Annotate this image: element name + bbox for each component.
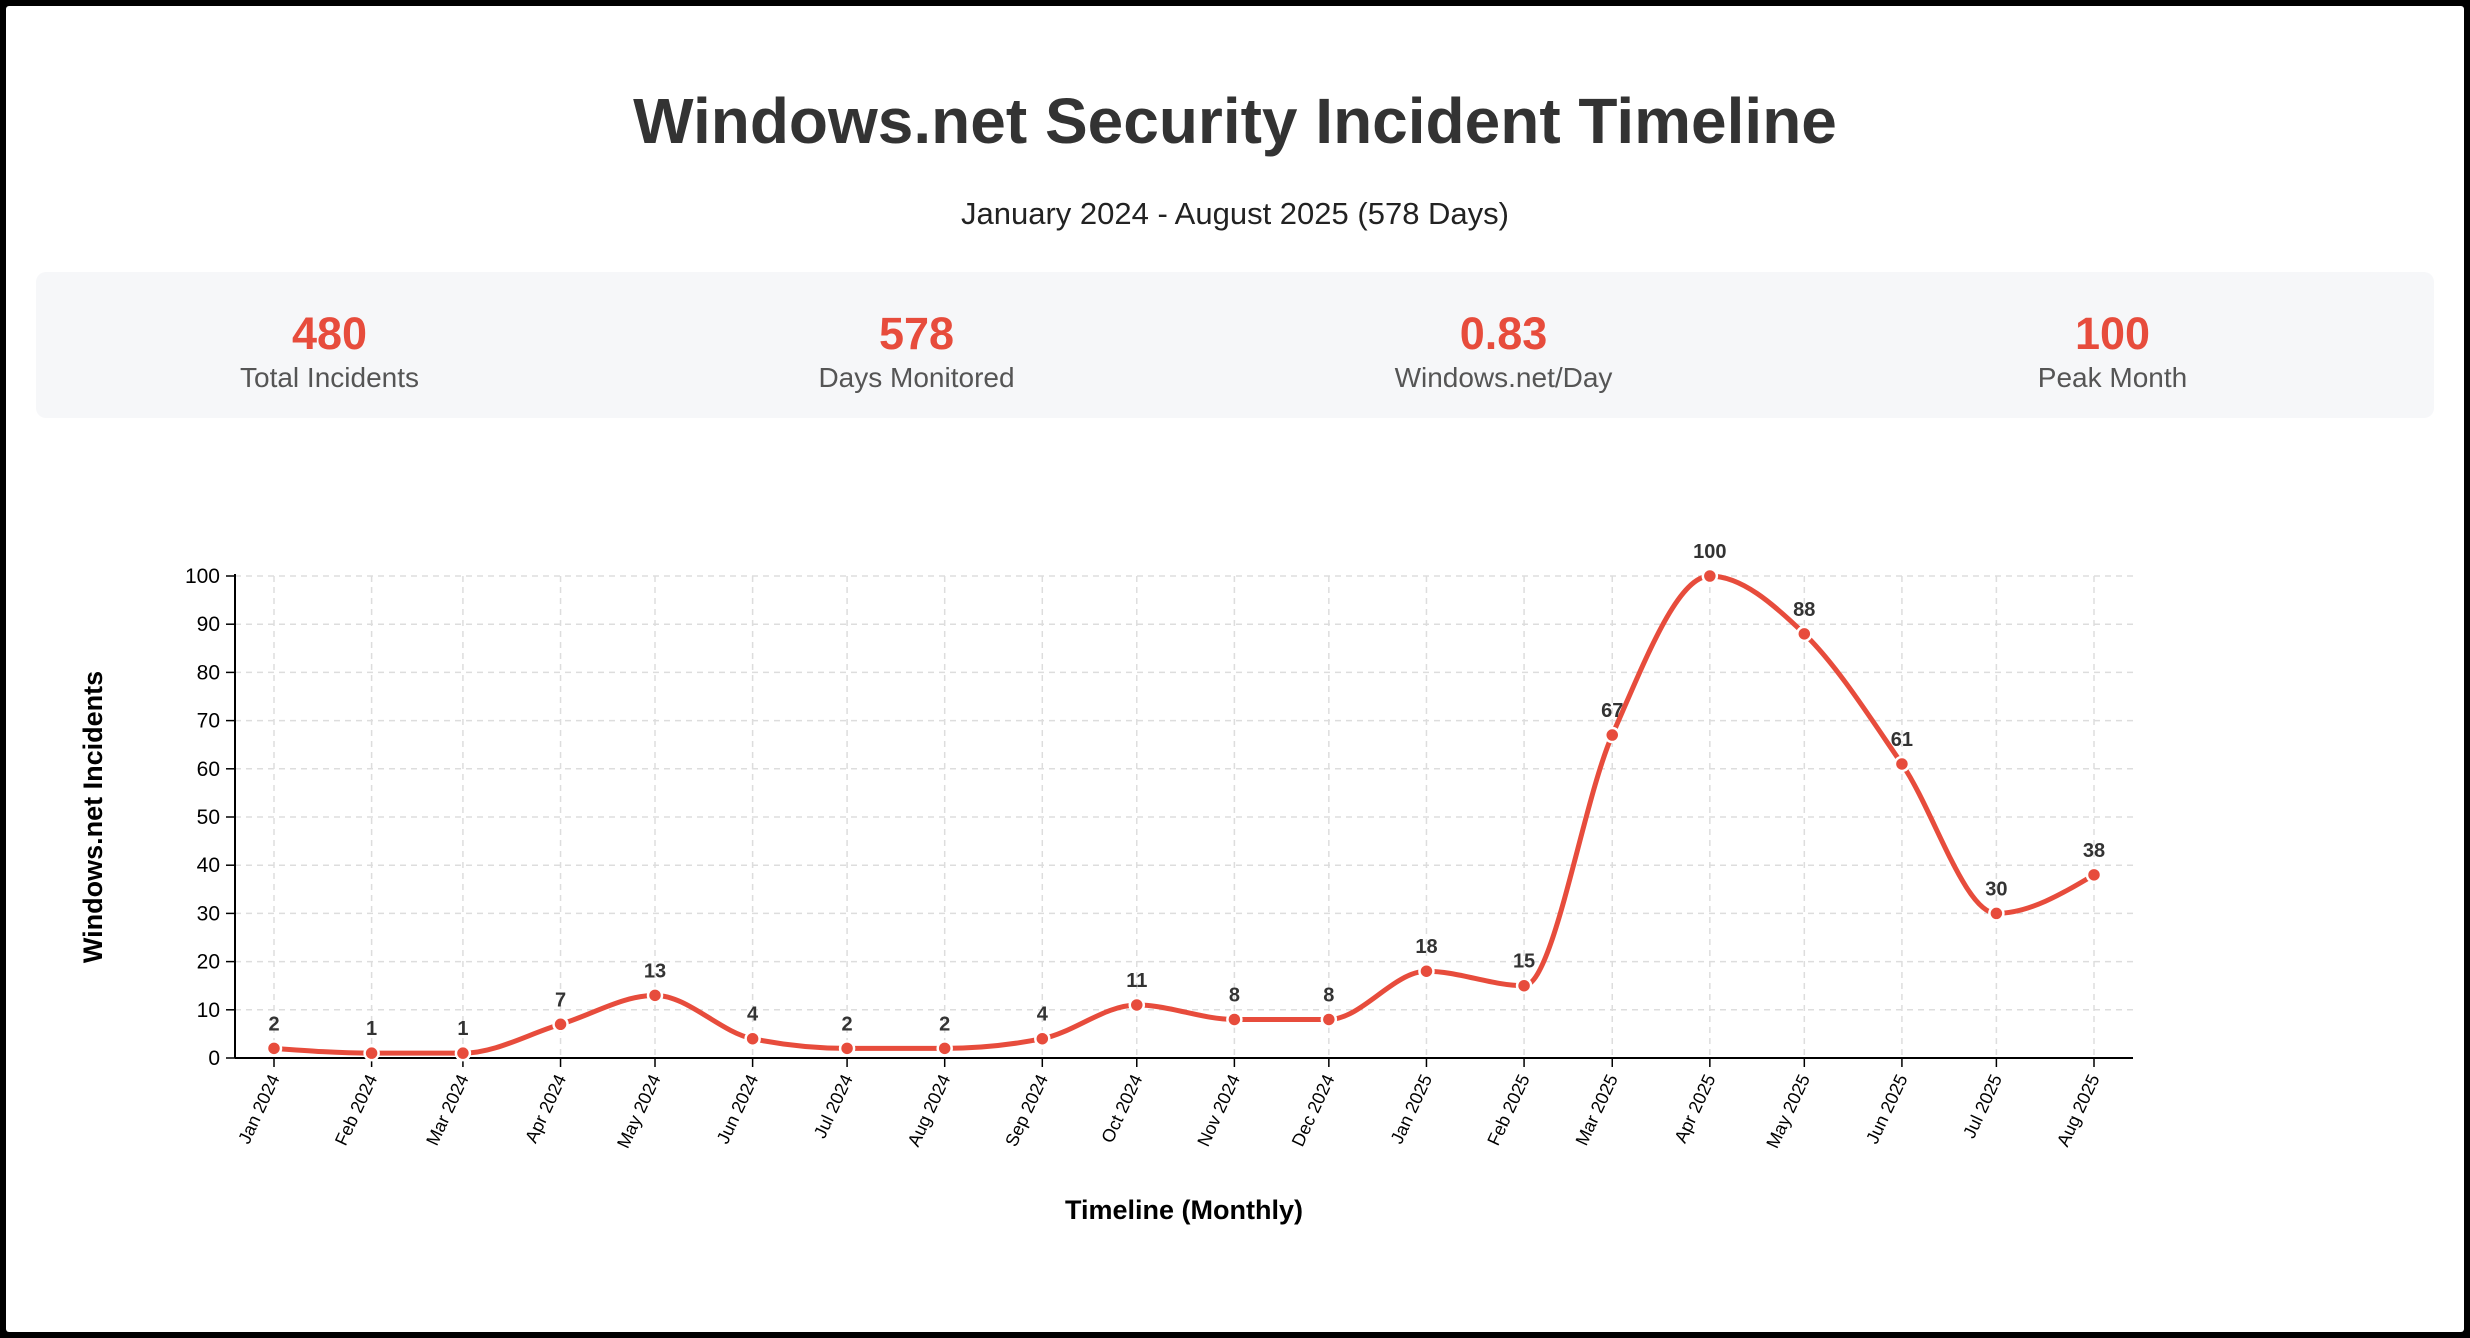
- stats-panel: 480 Total Incidents 578 Days Monitored 0…: [36, 272, 2434, 418]
- stat-value: 0.83: [1459, 308, 1548, 359]
- x-tick-label: May 2024: [613, 1071, 665, 1151]
- data-point[interactable]: [2085, 866, 2103, 884]
- y-tick-label: 70: [197, 710, 220, 733]
- data-label: 67: [1601, 700, 1623, 722]
- x-tick-label: Dec 2024: [1288, 1071, 1339, 1149]
- x-tick-label: Sep 2024: [1001, 1071, 1052, 1149]
- y-tick-label: 80: [197, 661, 220, 684]
- data-point[interactable]: [265, 1040, 283, 1057]
- page-subtitle: January 2024 - August 2025 (578 Days): [960, 196, 1509, 231]
- data-label: 2: [939, 1013, 950, 1035]
- stat-peak-month: 100 Peak Month: [1819, 272, 2406, 418]
- y-tick-label: 60: [197, 758, 220, 781]
- data-label: 13: [644, 960, 666, 982]
- stat-per-day: 0.83 Windows.net/Day: [1210, 272, 1797, 418]
- x-tick-label: Feb 2025: [1483, 1071, 1533, 1148]
- y-tick-label: 30: [197, 902, 220, 925]
- x-tick-label: Feb 2024: [331, 1071, 381, 1148]
- x-tick-label: Mar 2025: [1572, 1071, 1622, 1148]
- data-point[interactable]: [1701, 567, 1719, 585]
- data-point[interactable]: [552, 1016, 569, 1033]
- data-label: 7: [555, 989, 566, 1011]
- data-label: 2: [268, 1013, 279, 1035]
- stat-value: 100: [2074, 308, 2151, 359]
- x-axis-title: Timeline (Monthly): [1065, 1195, 1303, 1225]
- x-tick-label: Mar 2024: [422, 1071, 472, 1148]
- data-label: 1: [366, 1018, 377, 1040]
- x-tick-label: Jun 2025: [1862, 1071, 1911, 1147]
- stat-value: 578: [878, 308, 955, 359]
- stat-label: Windows.net/Day: [1394, 362, 1613, 393]
- y-tick-label: 100: [185, 565, 220, 588]
- data-label: 100: [1693, 541, 1726, 563]
- point-layer: [265, 567, 2103, 1062]
- data-label: 88: [1793, 599, 1815, 621]
- data-point[interactable]: [1893, 755, 1911, 773]
- data-point[interactable]: [1603, 726, 1621, 744]
- x-tick-label: May 2025: [1762, 1071, 1814, 1151]
- data-point[interactable]: [744, 1030, 761, 1047]
- x-tick-label: Jul 2024: [810, 1071, 857, 1141]
- data-point[interactable]: [1796, 625, 1813, 643]
- data-label: 15: [1513, 951, 1535, 973]
- data-label: 1: [457, 1018, 468, 1040]
- y-axis-title: Windows.net Incidents: [78, 671, 108, 963]
- x-tick-label: Jul 2025: [1959, 1071, 2006, 1141]
- data-point[interactable]: [363, 1044, 380, 1062]
- x-tick-label: Jan 2025: [1387, 1071, 1436, 1147]
- grid-layer: [235, 575, 2133, 1058]
- x-tick-label: Aug 2025: [2053, 1071, 2104, 1149]
- stat-label: Total Incidents: [240, 362, 419, 393]
- data-label: 8: [1229, 984, 1240, 1006]
- stat-days-monitored: 578 Days Monitored: [623, 272, 1210, 418]
- data-point[interactable]: [454, 1044, 472, 1062]
- x-tick-label: Jun 2024: [713, 1071, 762, 1147]
- data-point[interactable]: [838, 1040, 856, 1057]
- data-label: 61: [1891, 729, 1913, 751]
- data-point[interactable]: [1034, 1030, 1051, 1047]
- stat-value: 480: [291, 308, 368, 359]
- axis-layer: 0 10 20 30 40 50 60 70 80 90 100 Jan 2024 Feb 2024 Ma…: [185, 565, 2133, 1151]
- data-label: 30: [1985, 878, 2007, 900]
- data-point[interactable]: [936, 1040, 953, 1057]
- stat-label: Days Monitored: [818, 362, 1015, 393]
- data-label: 2: [842, 1013, 853, 1035]
- data-label: 4: [747, 1004, 759, 1026]
- y-tick-label: 0: [208, 1047, 220, 1070]
- x-tick-label: Nov 2024: [1193, 1071, 1244, 1149]
- data-label: 8: [1323, 984, 1334, 1006]
- data-label: 4: [1037, 1004, 1049, 1026]
- data-point[interactable]: [646, 987, 664, 1004]
- data-point[interactable]: [1515, 977, 1533, 994]
- x-tick-label: Oct 2024: [1097, 1071, 1146, 1146]
- data-point[interactable]: [1988, 905, 2005, 922]
- incident-line-chart: 0 10 20 30 40 50 60 70 80 90 100 Jan 2024 Feb 2024 Ma…: [78, 541, 2133, 1225]
- data-label: 38: [2083, 840, 2105, 862]
- data-point[interactable]: [1418, 962, 1435, 980]
- x-tick-label: Apr 2024: [521, 1071, 570, 1146]
- y-tick-label: 50: [197, 806, 220, 829]
- x-tick-label: Apr 2025: [1670, 1071, 1719, 1146]
- series-line: [271, 573, 2097, 1056]
- y-tick-label: 10: [197, 999, 220, 1022]
- data-point[interactable]: [1226, 1011, 1243, 1028]
- stat-total-incidents: 480 Total Incidents: [36, 272, 623, 418]
- data-point[interactable]: [1320, 1011, 1338, 1028]
- x-tick-label: Jan 2024: [234, 1071, 283, 1147]
- y-tick-label: 90: [197, 613, 220, 636]
- y-tick-label: 40: [197, 854, 220, 877]
- line-layer: [271, 573, 2097, 1056]
- x-tick-label: Aug 2024: [904, 1071, 955, 1149]
- y-tick-label: 20: [197, 951, 220, 974]
- data-point[interactable]: [1128, 996, 1146, 1014]
- stat-label: Peak Month: [2037, 362, 2188, 393]
- data-label: 11: [1126, 970, 1147, 992]
- page-title: Windows.net Security Incident Timeline: [633, 85, 1837, 157]
- page-frame: Windows.net Security Incident Timeline J…: [6, 6, 2464, 1332]
- data-label: 18: [1415, 936, 1437, 958]
